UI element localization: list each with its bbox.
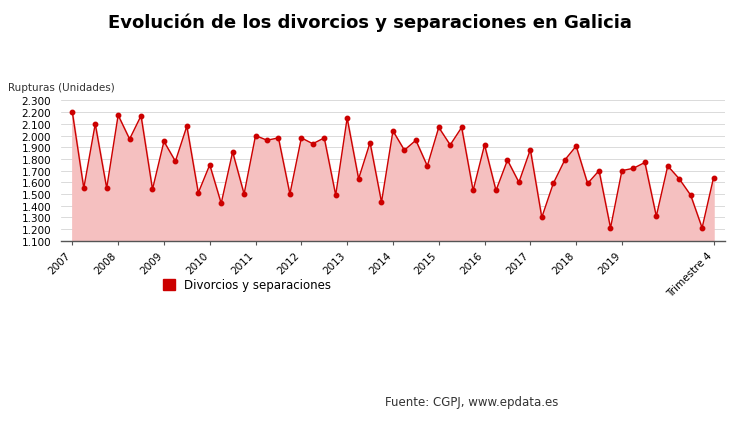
Text: Rupturas (Unidades): Rupturas (Unidades) [7,82,115,92]
Text: Evolución de los divorcios y separaciones en Galicia: Evolución de los divorcios y separacione… [108,13,632,32]
Legend: Divorcios y separaciones: Divorcios y separaciones [158,274,336,296]
Text: Fuente: CGPJ, www.epdata.es: Fuente: CGPJ, www.epdata.es [385,395,558,408]
